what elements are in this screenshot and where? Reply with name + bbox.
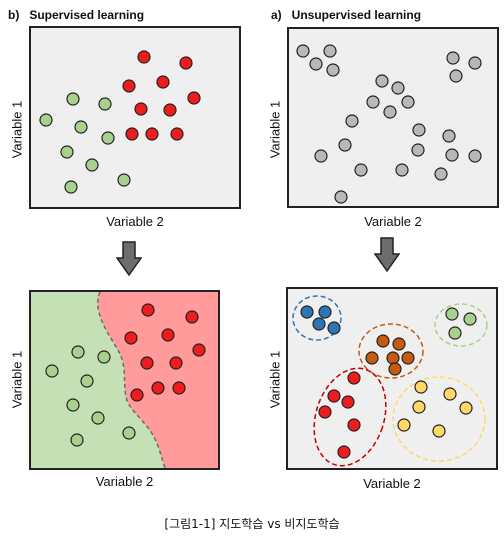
green-cluster-outline bbox=[434, 303, 488, 347]
panel-title-text: Unsupervised learning bbox=[291, 8, 422, 22]
red-points bbox=[122, 50, 201, 141]
down-arrow-icon bbox=[116, 241, 142, 277]
orange-cluster-outline bbox=[358, 323, 424, 379]
y-axis-label: Variable 1 bbox=[9, 100, 25, 159]
y-axis-label: Variable 1 bbox=[267, 100, 283, 159]
blue-points bbox=[300, 305, 341, 335]
x-axis-label: Variable 2 bbox=[106, 214, 164, 229]
classification-plot bbox=[29, 290, 220, 470]
classification-regions bbox=[31, 292, 206, 468]
red-cluster-outline bbox=[313, 367, 387, 467]
unsupervised-plot bbox=[287, 27, 499, 208]
yellow-points bbox=[397, 380, 473, 438]
yellow-cluster-outline bbox=[392, 376, 486, 462]
green-points bbox=[45, 345, 136, 447]
figure-caption: [그림1-1] 지도학습 vs 비지도학습 bbox=[164, 517, 340, 531]
panel-title-supervised: b) Supervised learning bbox=[8, 8, 144, 22]
panel-title-text: Supervised learning bbox=[29, 8, 145, 22]
decision-boundary bbox=[97, 292, 166, 468]
y-axis-label: Variable 1 bbox=[267, 350, 283, 409]
clustering-plot bbox=[286, 287, 498, 470]
orange-points bbox=[365, 334, 415, 376]
x-axis-label: Variable 2 bbox=[364, 214, 422, 229]
red-points bbox=[124, 303, 206, 402]
x-axis-label: Variable 2 bbox=[363, 476, 421, 491]
supervised-plot bbox=[29, 26, 241, 209]
green-points bbox=[39, 92, 131, 194]
gray-points bbox=[296, 44, 482, 204]
panel-title-unsupervised: a) Unsupervised learning bbox=[271, 8, 421, 22]
green-region bbox=[31, 292, 165, 468]
green-points bbox=[445, 307, 477, 340]
clustering-points bbox=[292, 295, 488, 467]
red-points bbox=[318, 371, 361, 459]
y-axis-label: Variable 1 bbox=[9, 350, 25, 409]
supervised-points bbox=[39, 50, 201, 194]
panel-letter-a: a) bbox=[271, 8, 282, 22]
blue-cluster-outline bbox=[292, 295, 342, 341]
unsupervised-points bbox=[296, 44, 482, 204]
panel-letter-b: b) bbox=[8, 8, 20, 22]
down-arrow-icon bbox=[374, 237, 400, 273]
x-axis-label: Variable 2 bbox=[95, 474, 154, 489]
